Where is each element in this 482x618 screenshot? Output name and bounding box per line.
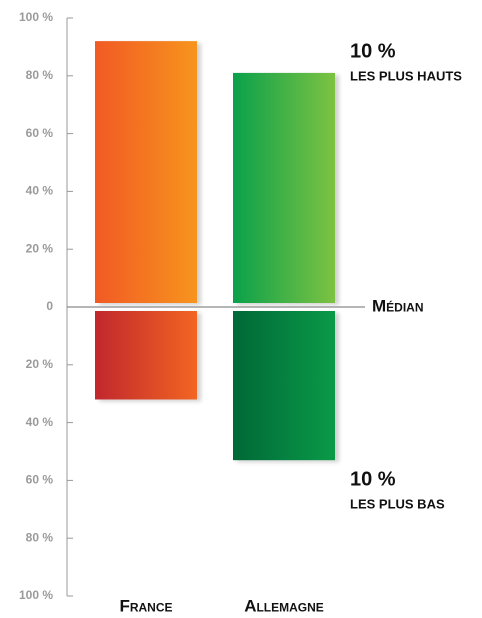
bar xyxy=(233,311,335,461)
annotation-value: 10 % xyxy=(350,40,396,62)
y-tick-label: 60 % xyxy=(26,126,54,140)
bar xyxy=(233,72,335,303)
bar xyxy=(95,311,197,400)
y-tick-label: 0 xyxy=(46,299,53,313)
y-tick-label: 40 % xyxy=(26,415,54,429)
annotation-label: LES PLUS HAUTS xyxy=(350,68,462,83)
x-tick-label: France xyxy=(119,596,172,615)
median-label: Médian xyxy=(372,296,424,315)
y-tick-label: 80 % xyxy=(26,530,54,544)
y-tick-label: 40 % xyxy=(26,184,54,198)
annotation-value: 10 % xyxy=(350,468,396,490)
x-tick-label: Allemagne xyxy=(244,596,324,615)
bar xyxy=(95,41,197,304)
y-tick-label: 20 % xyxy=(26,241,54,255)
y-tick-label: 100 % xyxy=(19,10,53,24)
annotation-label: LES PLUS BAS xyxy=(350,496,445,511)
y-tick-label: 60 % xyxy=(26,473,54,487)
y-tick-label: 80 % xyxy=(26,68,54,82)
y-tick-label: 100 % xyxy=(19,588,53,602)
y-tick-label: 20 % xyxy=(26,357,54,371)
